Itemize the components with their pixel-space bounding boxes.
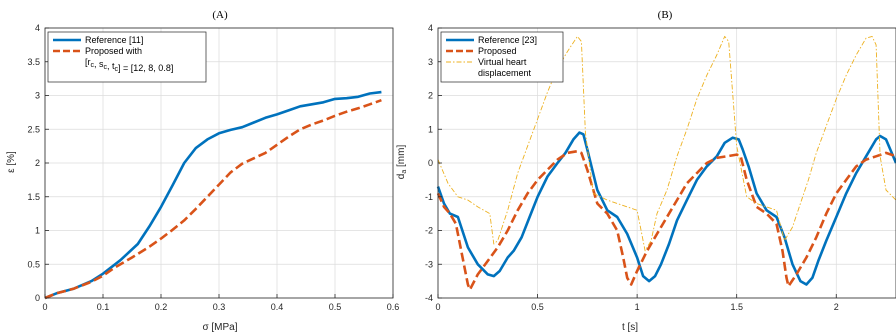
panel-b-ytick-label-5: 1 bbox=[428, 124, 433, 134]
panel-b-ytick-label-8: 4 bbox=[428, 23, 433, 33]
panel-b-xlabel: t [s] bbox=[622, 322, 638, 333]
panel-b-ylabel-main: d bbox=[396, 174, 407, 180]
panel-a-ytick-label-5: 2.5 bbox=[27, 124, 40, 134]
legend-text-part: , s bbox=[94, 59, 104, 69]
panel-b-legend-label-0: Reference [23] bbox=[478, 35, 537, 45]
panel-b-series-line-0 bbox=[436, 131, 896, 286]
panel-b-ytick-label-4: 0 bbox=[428, 158, 433, 168]
panel-a-ylabel: ε [%] bbox=[6, 151, 17, 173]
panel-a-xtick-label-4: 0.4 bbox=[271, 302, 284, 312]
legend-text-part: , t bbox=[107, 61, 115, 71]
panel-b-xtick-label-2: 1 bbox=[635, 302, 640, 312]
panel-b-xtick-label-1: 0.5 bbox=[531, 302, 544, 312]
panel-b-ytick-label-2: -2 bbox=[425, 226, 433, 236]
panel-b-legend-label-2-line2: displacement bbox=[478, 68, 532, 78]
legend-subscript: c bbox=[104, 64, 108, 71]
panel-b-legend-label-2: Virtual heart bbox=[478, 57, 527, 67]
panel-b-ytick-label-1: -3 bbox=[425, 259, 433, 269]
panel-a-ytick-label-0: 0 bbox=[35, 293, 40, 303]
legend-subscript: c bbox=[115, 66, 119, 73]
panel-b-ytick-label-7: 3 bbox=[428, 57, 433, 67]
panel-a-series-line-1 bbox=[44, 98, 382, 300]
panel-a-ytick-label-7: 3.5 bbox=[27, 57, 40, 67]
panel-b-xtick-label-0: 0 bbox=[435, 302, 440, 312]
panel-a-xlabel: σ [MPa] bbox=[202, 322, 237, 333]
panel-a-title: (A) bbox=[212, 9, 228, 21]
panel-a-legend-label-0: Reference [11] bbox=[85, 35, 143, 45]
panel-a-series-line-0 bbox=[44, 90, 382, 300]
legend-text-part: ] = [12, 8, 0.8] bbox=[118, 63, 173, 73]
panel-b-ylabel: da [mm] bbox=[396, 145, 408, 180]
panel-b-ytick-label-6: 2 bbox=[428, 91, 433, 101]
panel-a-legend-label-1: Proposed with bbox=[85, 46, 142, 56]
panel-a-ytick-label-8: 4 bbox=[35, 23, 40, 33]
panel-a-ytick-label-2: 1 bbox=[35, 226, 40, 236]
panel-b-plot: 0 0.5 1 1.5 2 -4 -3 -2 -1 0 1 2 3 4 Reference [23]Prop… bbox=[425, 23, 896, 312]
panel-b-ytick-label-3: -1 bbox=[425, 192, 433, 202]
panel-b-xtick-label-4: 2 bbox=[834, 302, 839, 312]
panel-a-ytick-label-3: 1.5 bbox=[27, 192, 40, 202]
panel-b-ylabel-unit: [mm] bbox=[396, 145, 407, 170]
panel-a-ytick-label-6: 3 bbox=[35, 91, 40, 101]
panel-a-xtick-label-1: 0.1 bbox=[97, 302, 110, 312]
panel-b-series-line-2 bbox=[437, 35, 896, 252]
panel-b-series-line-1 bbox=[436, 149, 896, 291]
legend-text-part: [r bbox=[85, 57, 91, 67]
panel-b-xtick-label-3: 1.5 bbox=[730, 302, 743, 312]
legend-subscript: c bbox=[91, 62, 95, 69]
panel-a-xtick-label-3: 0.3 bbox=[213, 302, 226, 312]
panel-b-ytick-label-0: -4 bbox=[425, 293, 433, 303]
panel-a-xtick-label-5: 0.5 bbox=[329, 302, 342, 312]
panel-b-legend-label-1: Proposed bbox=[478, 46, 517, 56]
panel-b-title: (B) bbox=[658, 9, 673, 21]
panel-a-legend-label-1-line2: [rc, sc, tc] = [12, 8, 0.8] bbox=[85, 57, 173, 73]
panel-a-ytick-label-4: 2 bbox=[35, 158, 40, 168]
panel-a-ytick-label-1: 0.5 bbox=[27, 259, 40, 269]
panel-b-ylabel-sub: a bbox=[401, 170, 408, 174]
panel-a-xtick-label-6: 0.6 bbox=[387, 302, 400, 312]
panel-a-plot: 0 0.1 0.2 0.3 0.4 0.5 0.6 0 0.5 1 1.5 2 2.5 3 3.5 4 Refe… bbox=[27, 23, 399, 312]
panel-a-xtick-label-0: 0 bbox=[42, 302, 47, 312]
panel-a-xtick-label-2: 0.2 bbox=[155, 302, 168, 312]
